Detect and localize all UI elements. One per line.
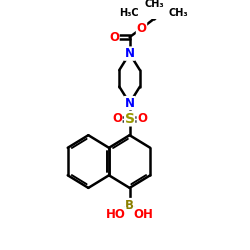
Text: CH₃: CH₃ bbox=[144, 0, 164, 9]
Text: N: N bbox=[124, 96, 134, 110]
Text: OH: OH bbox=[134, 208, 153, 221]
Text: N: N bbox=[124, 47, 134, 60]
Text: O: O bbox=[137, 112, 147, 125]
Text: O: O bbox=[112, 112, 122, 125]
Text: S: S bbox=[124, 112, 134, 126]
Text: CH₃: CH₃ bbox=[169, 8, 188, 18]
Text: H₃C: H₃C bbox=[120, 8, 139, 18]
Text: HO: HO bbox=[106, 208, 126, 221]
Text: B: B bbox=[125, 198, 134, 211]
Text: O: O bbox=[136, 22, 146, 35]
Text: O: O bbox=[109, 30, 119, 44]
